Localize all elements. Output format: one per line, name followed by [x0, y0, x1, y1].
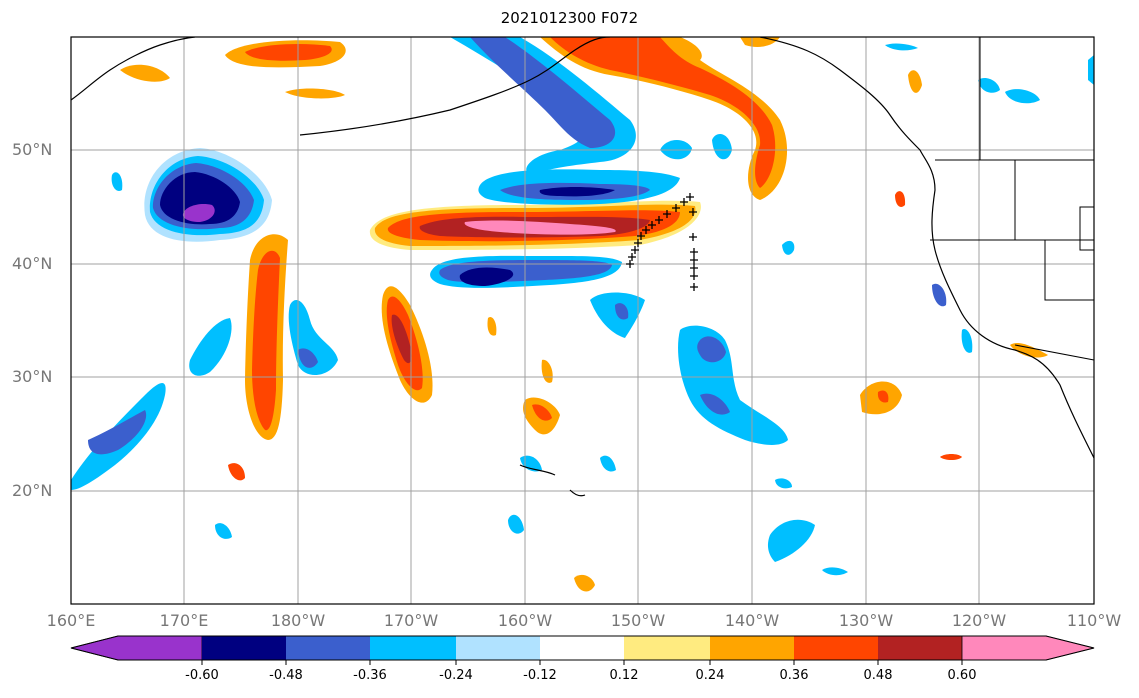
lon-label-160e: 160°E	[46, 611, 96, 630]
colorbar-cell-5	[540, 636, 624, 660]
colorbar-cell-4	[456, 636, 540, 660]
colorbar-tick-label: -0.48	[269, 668, 303, 683]
lat-label-20n: 20°N	[12, 481, 53, 500]
lon-label-170e: 170°E	[159, 611, 209, 630]
contour-pos-nw-3	[120, 64, 170, 82]
colorbar-tick-label: 0.12	[609, 668, 639, 683]
contour-neg-diag-2	[470, 37, 616, 148]
colorbar-tick-label: -0.60	[185, 668, 219, 683]
lat-label-30n: 30°N	[12, 367, 53, 386]
contour-neg-small-14	[775, 478, 792, 489]
contour-pos-small-b	[532, 404, 552, 421]
contour-fields	[71, 37, 1094, 592]
state-borders	[930, 37, 1095, 361]
contour-neg-small-8	[215, 523, 232, 539]
lon-label-160w: 160°W	[497, 611, 553, 630]
colorbar-cell-9	[878, 636, 962, 660]
contour-neg-small-10	[1005, 89, 1040, 104]
contour-pos-small-k	[1010, 343, 1048, 358]
contour-neg-175w-2	[298, 348, 318, 368]
colorbar-tick-label: -0.24	[439, 668, 473, 683]
colorbar-cell-3	[370, 636, 456, 660]
contour-neg-mid-2	[697, 336, 726, 363]
contour-neg-small-15	[822, 567, 848, 576]
contour-pos-nw-4	[285, 88, 345, 99]
colorbar-cell-1	[202, 636, 286, 660]
lon-label-150w: 150°W	[610, 611, 666, 630]
plus-markers	[626, 193, 698, 291]
contour-pos-ne-3	[740, 37, 780, 48]
lon-label-170w: 170°W	[383, 611, 439, 630]
lon-label-110w: 110°W	[1066, 611, 1122, 630]
contour-neg-jet-north-3	[539, 187, 615, 197]
contour-neg-mid-3	[700, 393, 730, 415]
contour-neg-mid-5	[615, 303, 629, 320]
colorbar-tick-label: -0.36	[353, 668, 387, 683]
contour-pos-nw-2	[245, 44, 332, 61]
colorbar-cell-7	[710, 636, 794, 660]
contour-neg-small-16	[782, 240, 795, 255]
lon-label-180w: 180°W	[270, 611, 326, 630]
colorbar-tick-label: 0.48	[863, 668, 893, 683]
contour-neg-sw-2	[88, 410, 147, 455]
contour-neg-small-4	[961, 329, 973, 353]
colorbar-cell-10	[961, 635, 1095, 661]
colorbar-cell-8	[794, 636, 878, 660]
contour-neg-small-12	[600, 455, 616, 472]
contour-neg-small-3	[932, 283, 947, 307]
contour-pos-small-f	[877, 390, 889, 403]
contour-neg-jet-south-3	[459, 267, 514, 286]
lat-label-40n: 40°N	[12, 254, 53, 273]
contour-neg-small-5	[767, 519, 815, 562]
map-frame	[70, 36, 1095, 605]
contour-neg-small-9	[978, 78, 1000, 93]
lon-label-140w: 140°W	[724, 611, 780, 630]
contour-neg-west-4	[182, 204, 215, 222]
colorbar-cell-0	[70, 635, 203, 661]
colorbar-cell-2	[286, 636, 370, 660]
contour-pos-ne	[540, 37, 788, 200]
grid-lines	[71, 37, 1094, 604]
colorbar-tick-label: 0.60	[947, 668, 977, 683]
colorbar-tick-label: 0.24	[695, 668, 725, 683]
lat-label-50n: 50°N	[12, 140, 53, 159]
colorbar-tick-label: -0.12	[523, 668, 557, 683]
contour-neg-small-7	[111, 172, 123, 191]
contour-neg-small-2	[712, 134, 732, 160]
colorbar-cell-6	[624, 636, 710, 660]
contour-pos-band-170w-3	[391, 314, 412, 364]
colorbar-tick-label: 0.36	[779, 668, 809, 683]
contour-neg-small-11	[885, 43, 918, 51]
coastlines	[71, 37, 1094, 497]
contour-pos-small-i	[908, 70, 922, 93]
contour-pos-small-g	[574, 574, 595, 592]
contour-pos-small-j	[895, 191, 906, 207]
contour-pos-small-l	[940, 454, 962, 460]
lon-label-130w: 130°W	[838, 611, 894, 630]
contour-pos-small-d	[487, 316, 497, 336]
map-title: 2021012300 F072	[500, 9, 639, 27]
contour-pos-band-180-2	[252, 250, 280, 431]
colorbar-outline	[70, 635, 1095, 661]
contour-neg-mid	[678, 325, 788, 445]
contour-neg-west-3	[160, 172, 240, 225]
contour-pos-jet-4	[464, 220, 616, 235]
lon-label-120w: 120°W	[951, 611, 1007, 630]
contour-pos-small-h	[228, 463, 245, 481]
contour-neg-small-17	[1088, 55, 1094, 85]
contour-neg-185	[189, 318, 232, 376]
colorbar	[70, 635, 1095, 665]
contour-neg-small-6	[508, 514, 524, 534]
contour-pos-small-c	[541, 359, 553, 383]
